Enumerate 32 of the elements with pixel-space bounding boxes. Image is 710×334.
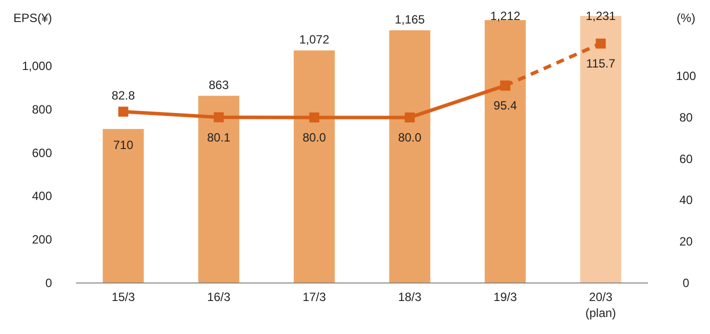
y-tick-label: 800 [32,102,52,116]
y2-tick-label: 40 [679,193,693,208]
y-tick-label: 200 [32,232,52,247]
data-label: 95.4 [494,98,518,113]
y-tick-label: 0 [45,276,52,290]
data-label: 1,165 [394,12,426,26]
y2-tick-label: 80 [679,110,693,124]
data-label: 863 [208,78,230,92]
x-tick-label: 17/3 [302,290,326,304]
data-label: 115.7 [586,56,616,71]
data-label: 80.1 [207,130,231,144]
data-label: 1,231 [586,9,616,23]
x-tick-label: 18/3 [398,290,422,304]
y-tick-label: 400 [32,189,52,204]
y-tick-label: 1,000 [22,59,52,74]
y2-axis-title: (%) [676,11,696,25]
x-tick-label: 20/3 (plan) [585,290,616,320]
data-label: 82.8 [112,88,136,103]
data-label: 80.0 [398,130,422,144]
x-tick-label: 16/3 [207,290,231,304]
x-tick-label: 19/3 [494,290,518,304]
y2-tick-label: 60 [679,152,693,166]
data-label: 80.0 [302,130,326,144]
y2-tick-label: 0 [682,276,690,290]
y2-tick-label: 100 [676,69,696,84]
data-label: 1,072 [299,32,330,46]
data-label: 1,212 [490,9,521,23]
data-label: 710 [113,138,134,152]
y-axis-title: EPS(¥) [13,11,52,25]
x-tick-label: 15/3 [112,290,136,304]
y2-tick-label: 20 [679,234,693,249]
y-tick-label: 600 [32,146,52,160]
